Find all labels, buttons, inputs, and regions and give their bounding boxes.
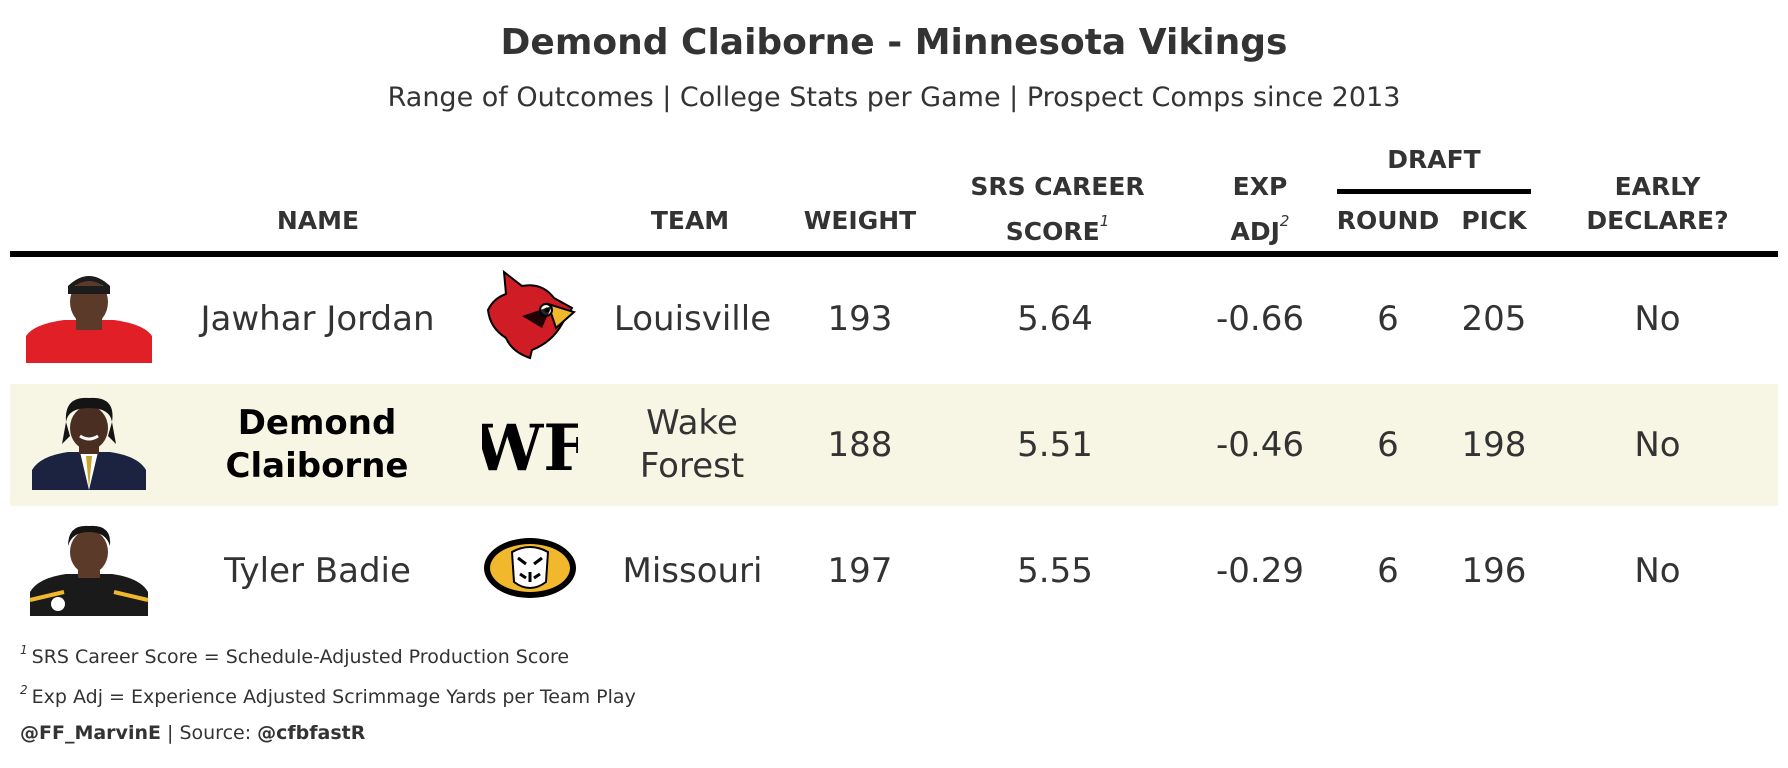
header-pick: PICK: [1461, 206, 1527, 235]
cell-weight: 193: [827, 298, 893, 339]
header-srs-line2-wrap: SCORE1: [940, 204, 1175, 249]
header-name: NAME: [276, 206, 360, 235]
table-row-highlighted: [10, 384, 1778, 506]
player-photo-tyler-badie: [29, 525, 149, 616]
cell-weight: 197: [827, 550, 893, 591]
svg-text:WF: WF: [482, 411, 578, 486]
missouri-tiger-logo: [484, 538, 576, 598]
cell-team: Louisville: [613, 298, 772, 339]
cell-draft-round: 6: [1377, 424, 1399, 465]
footnote-2: 2 Exp Adj = Experience Adjusted Scrimmage…: [20, 683, 636, 708]
header-early-declare: EARLY DECLARE?: [1560, 170, 1755, 238]
cell-srs-score: 5.64: [1017, 298, 1093, 339]
credit-source: @cfbfastR: [257, 722, 366, 744]
cell-draft-pick: 205: [1461, 298, 1527, 339]
cell-early-declare: No: [1634, 298, 1681, 339]
cell-srs-score: 5.51: [1017, 424, 1093, 465]
header-srs-line1: SRS CAREER: [970, 172, 1145, 201]
wake-forest-wf-logo: WF: [482, 411, 578, 486]
player-photo-jawhar-jordan: [26, 276, 152, 363]
header-srs-line2: SCORE: [1005, 217, 1100, 246]
cell-draft-pick: 198: [1461, 424, 1527, 465]
header-exp-line2: ADJ: [1230, 217, 1280, 246]
header-early-line2: DECLARE?: [1586, 206, 1729, 235]
cell-weight: 188: [827, 424, 893, 465]
cell-srs-score: 5.55: [1017, 550, 1093, 591]
cell-exp-adj: -0.66: [1216, 298, 1304, 339]
cell-early-declare: No: [1634, 550, 1681, 591]
header-exp-adj: EXP ADJ2: [1185, 170, 1335, 249]
header-early-line1: EARLY: [1614, 172, 1701, 201]
header-exp-line1: EXP: [1232, 172, 1288, 201]
cell-draft-pick: 196: [1461, 550, 1527, 591]
footnote-1-mark: 1: [20, 643, 28, 657]
chart-title: Demond Claiborne - Minnesota Vikings: [500, 22, 1288, 63]
header-weight: WEIGHT: [803, 206, 917, 235]
cell-exp-adj: -0.46: [1216, 424, 1304, 465]
cell-name: Tyler Badie: [224, 550, 411, 591]
cell-name: Demond Claiborne: [225, 403, 409, 486]
header-draft: DRAFT: [1387, 145, 1481, 174]
header-round: ROUND: [1336, 206, 1440, 235]
footnote-1-text: SRS Career Score = Schedule-Adjusted Pro…: [31, 646, 570, 668]
player-photo-demond-claiborne: [32, 397, 146, 490]
credit-line: @FF_MarvinE | Source: @cfbfastR: [20, 722, 365, 744]
cell-team: Missouri: [622, 550, 763, 591]
footnote-2-text: Exp Adj = Experience Adjusted Scrimmage …: [31, 686, 636, 708]
credit-separator: | Source:: [160, 722, 258, 744]
credit-author: @FF_MarvinE: [20, 722, 161, 744]
footnote-2-mark: 2: [20, 683, 28, 697]
header-bottom-rule: [10, 251, 1778, 257]
cell-exp-adj: -0.29: [1216, 550, 1304, 591]
header-srs-note: 1: [1099, 212, 1110, 230]
cell-early-declare: No: [1634, 424, 1681, 465]
louisville-cardinal-logo: [486, 269, 576, 360]
cell-draft-round: 6: [1377, 298, 1399, 339]
draft-spanner-rule: [1337, 189, 1531, 194]
header-exp-line2-wrap: ADJ2: [1185, 204, 1335, 249]
chart-subtitle: Range of Outcomes | College Stats per Ga…: [387, 82, 1401, 113]
cell-name: Jawhar Jordan: [200, 298, 435, 339]
footnote-1: 1 SRS Career Score = Schedule-Adjusted Pr…: [20, 643, 569, 668]
cell-team: Wake Forest: [639, 403, 745, 486]
header-team: TEAM: [650, 206, 730, 235]
header-exp-note: 2: [1279, 212, 1290, 230]
cell-draft-round: 6: [1377, 550, 1399, 591]
header-srs: SRS CAREER SCORE1: [940, 170, 1175, 249]
